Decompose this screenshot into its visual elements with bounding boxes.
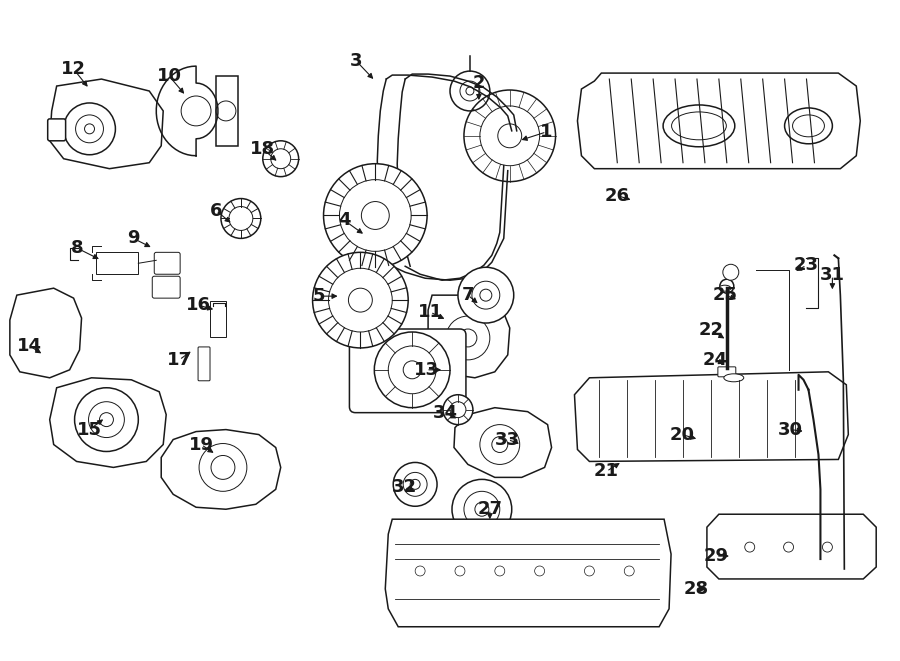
Circle shape — [64, 103, 115, 155]
FancyBboxPatch shape — [349, 329, 466, 412]
FancyBboxPatch shape — [718, 367, 736, 377]
Text: 4: 4 — [338, 212, 351, 229]
Text: 3: 3 — [350, 52, 363, 70]
Text: 17: 17 — [166, 351, 192, 369]
Text: 9: 9 — [127, 229, 140, 247]
Text: 33: 33 — [495, 430, 520, 449]
Circle shape — [443, 395, 473, 424]
Text: 28: 28 — [683, 580, 708, 598]
Text: 23: 23 — [794, 256, 819, 274]
Text: 14: 14 — [17, 337, 42, 355]
Text: 1: 1 — [540, 123, 553, 141]
Text: 34: 34 — [433, 404, 457, 422]
Circle shape — [263, 141, 299, 176]
Text: 31: 31 — [820, 266, 845, 284]
Text: 11: 11 — [418, 303, 443, 321]
Polygon shape — [454, 408, 552, 477]
Text: 25: 25 — [712, 286, 737, 304]
Text: 19: 19 — [189, 436, 213, 453]
Polygon shape — [574, 372, 849, 461]
Bar — [96, 253, 139, 274]
Text: 24: 24 — [702, 351, 727, 369]
Text: 12: 12 — [61, 60, 86, 78]
Polygon shape — [10, 288, 82, 378]
Polygon shape — [706, 514, 877, 579]
Text: 22: 22 — [698, 321, 724, 339]
Text: 6: 6 — [210, 202, 222, 219]
Circle shape — [458, 267, 514, 323]
Circle shape — [221, 198, 261, 239]
Circle shape — [393, 463, 437, 506]
Circle shape — [312, 253, 409, 348]
Circle shape — [323, 164, 427, 267]
Text: 26: 26 — [605, 186, 630, 204]
Polygon shape — [161, 430, 281, 509]
Text: 21: 21 — [594, 463, 619, 481]
Ellipse shape — [719, 285, 731, 291]
Text: 18: 18 — [250, 139, 275, 158]
FancyBboxPatch shape — [48, 119, 66, 141]
Polygon shape — [428, 295, 509, 378]
Ellipse shape — [724, 374, 743, 382]
Circle shape — [374, 332, 450, 408]
Text: 5: 5 — [312, 287, 325, 305]
Polygon shape — [578, 73, 860, 169]
Text: 27: 27 — [477, 500, 502, 518]
Circle shape — [720, 279, 733, 293]
Circle shape — [723, 264, 739, 280]
FancyBboxPatch shape — [210, 301, 226, 337]
Text: 29: 29 — [704, 547, 728, 565]
Text: 30: 30 — [778, 420, 803, 439]
Text: 20: 20 — [670, 426, 695, 444]
Text: 10: 10 — [157, 67, 182, 85]
Text: 16: 16 — [185, 296, 211, 314]
Bar — [216, 76, 238, 146]
Text: 15: 15 — [77, 420, 102, 439]
Text: 2: 2 — [472, 74, 485, 92]
Text: 8: 8 — [71, 239, 84, 257]
Text: 32: 32 — [392, 479, 417, 496]
Circle shape — [75, 388, 139, 451]
Polygon shape — [50, 79, 163, 169]
FancyBboxPatch shape — [198, 347, 210, 381]
Polygon shape — [50, 378, 166, 467]
Polygon shape — [385, 519, 671, 627]
Circle shape — [452, 479, 512, 539]
Text: 7: 7 — [462, 286, 474, 304]
Text: 13: 13 — [414, 361, 438, 379]
